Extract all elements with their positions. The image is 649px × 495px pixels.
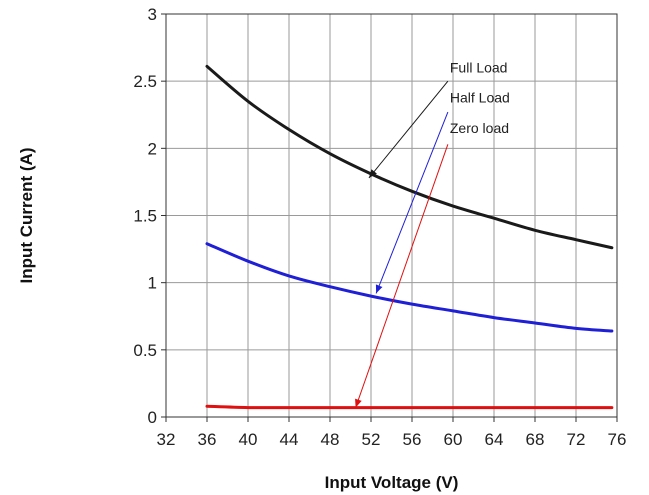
x-tick-labels: 32 36 40 44 48 52 56 60 64 68 72 76 — [157, 430, 627, 449]
x-tick-label: 56 — [403, 430, 422, 449]
x-axis-label: Input Voltage (V) — [325, 473, 459, 492]
arrow-full-load — [368, 80, 449, 179]
y-axis-label: Input Current (A) — [17, 148, 36, 284]
x-tick-label: 60 — [444, 430, 463, 449]
x-tick-label: 52 — [362, 430, 381, 449]
y-tick-label: 2.5 — [133, 72, 157, 91]
x-tick-label: 72 — [567, 430, 586, 449]
arrowhead-zero-load — [355, 398, 362, 408]
y-tick-labels: 0 0.5 1 1.5 2 2.5 3 — [133, 5, 157, 427]
x-tick-label: 36 — [198, 430, 217, 449]
x-tick-label: 48 — [321, 430, 340, 449]
x-tick-label: 40 — [239, 430, 258, 449]
series-line-zero-load — [205, 404, 614, 410]
y-tick-label: 1.5 — [133, 207, 157, 226]
y-tick-label: 0 — [148, 408, 157, 427]
series-line-half-load — [205, 242, 614, 333]
annotation-label-half-load: Half Load — [450, 89, 510, 105]
x-tick-label: 32 — [157, 430, 176, 449]
arrowhead-full-load — [368, 169, 377, 178]
arrow-half-load — [375, 111, 449, 294]
y-tick-label: 3 — [148, 5, 157, 24]
x-tick-label: 44 — [280, 430, 299, 449]
arrow-zero-load — [355, 144, 449, 408]
series-lines — [205, 64, 614, 410]
annotations: Full Load Half Load Zero load — [355, 60, 510, 408]
annotation-label-full-load: Full Load — [450, 60, 508, 76]
series-line-full-load — [205, 64, 614, 250]
y-tick-label: 0.5 — [133, 341, 157, 360]
arrowhead-half-load — [375, 284, 383, 294]
plot-frame — [165, 13, 618, 418]
x-tick-label: 68 — [526, 430, 545, 449]
x-tick-label: 76 — [608, 430, 627, 449]
y-tick-label: 1 — [148, 274, 157, 293]
annotation-label-zero-load: Zero load — [450, 120, 509, 136]
grid — [161, 13, 618, 422]
y-tick-label: 2 — [148, 139, 157, 158]
x-tick-label: 64 — [485, 430, 504, 449]
